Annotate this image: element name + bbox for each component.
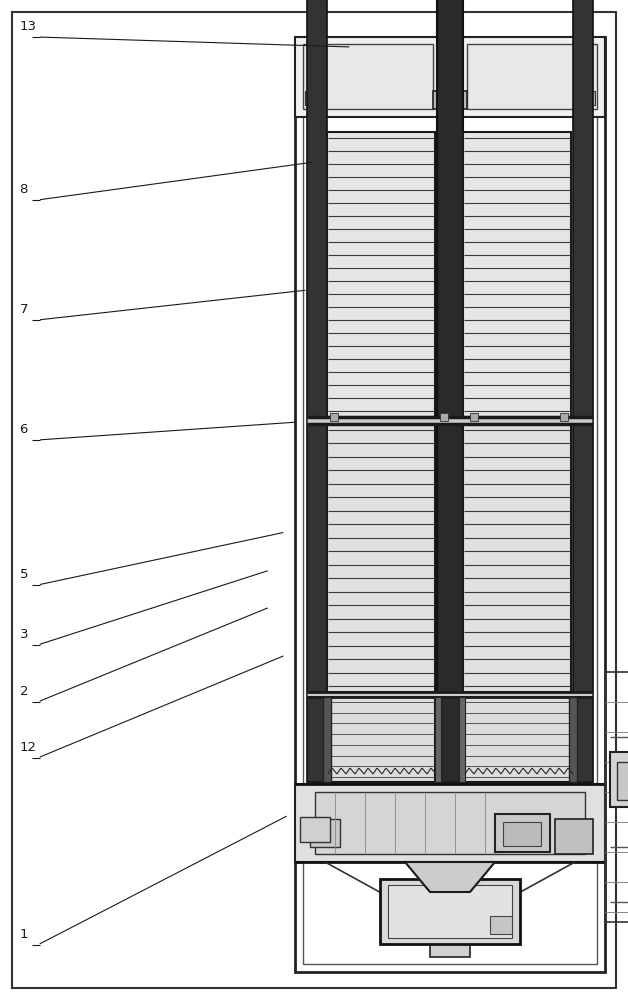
Text: 13: 13 xyxy=(19,20,36,33)
Bar xyxy=(560,413,568,421)
Text: 8: 8 xyxy=(19,183,28,196)
Bar xyxy=(438,52,462,92)
Bar xyxy=(467,44,597,109)
Bar xyxy=(307,417,593,424)
Bar xyxy=(327,424,435,692)
Bar xyxy=(463,697,571,782)
Text: 1: 1 xyxy=(19,928,28,941)
Bar xyxy=(555,819,593,854)
Text: 2: 2 xyxy=(19,685,28,698)
Bar xyxy=(388,885,512,938)
Bar xyxy=(315,792,585,854)
Bar xyxy=(327,697,435,782)
Bar xyxy=(323,697,331,782)
Bar xyxy=(470,413,478,421)
Bar xyxy=(305,91,323,105)
Bar xyxy=(380,879,520,944)
Bar xyxy=(433,91,467,109)
Bar xyxy=(327,132,435,417)
Bar xyxy=(430,897,470,957)
Bar xyxy=(495,814,550,852)
Bar xyxy=(437,0,463,862)
Bar xyxy=(303,44,433,109)
Bar xyxy=(605,672,628,922)
Bar xyxy=(573,0,593,852)
Text: 12: 12 xyxy=(19,741,36,754)
Text: 7: 7 xyxy=(19,303,28,316)
Bar xyxy=(310,819,340,847)
Bar xyxy=(503,822,541,846)
Bar xyxy=(307,692,593,697)
Bar xyxy=(295,784,605,862)
Bar xyxy=(569,697,577,782)
Bar xyxy=(463,424,571,692)
Text: 3: 3 xyxy=(19,628,28,641)
Bar xyxy=(307,0,327,852)
Bar xyxy=(490,916,512,934)
Polygon shape xyxy=(405,862,495,892)
Bar xyxy=(440,413,448,421)
Bar xyxy=(303,45,597,964)
Bar xyxy=(610,752,628,807)
Bar xyxy=(435,697,441,782)
Bar xyxy=(295,37,605,972)
Text: 6: 6 xyxy=(19,423,28,436)
Bar xyxy=(300,817,330,842)
Bar xyxy=(617,762,628,800)
Bar xyxy=(295,37,605,117)
Bar xyxy=(459,697,465,782)
Bar xyxy=(330,413,338,421)
Bar xyxy=(463,132,571,417)
Text: 5: 5 xyxy=(19,568,28,581)
Bar xyxy=(443,97,457,109)
Bar xyxy=(577,91,595,105)
